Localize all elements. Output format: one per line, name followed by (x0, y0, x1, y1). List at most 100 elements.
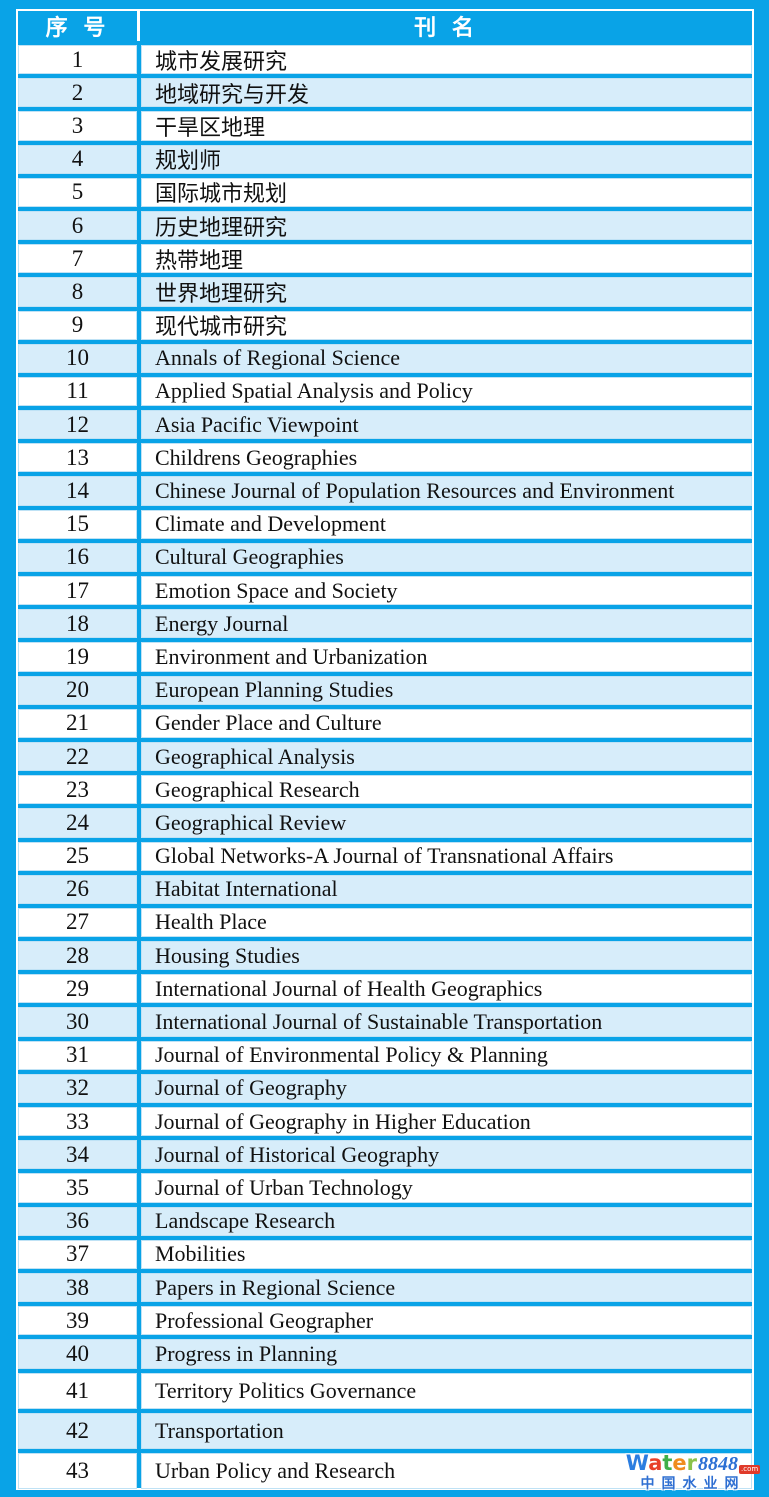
row-number: 26 (18, 874, 137, 904)
table-row: 28 Housing Studies (18, 941, 752, 971)
row-number: 34 (18, 1140, 137, 1170)
row-number: 18 (18, 609, 137, 639)
table-row: 33 Journal of Geography in Higher Educat… (18, 1107, 752, 1137)
table-row: 43 Urban Policy and Research (18, 1452, 752, 1489)
table-row: 31 Journal of Environmental Policy & Pla… (18, 1040, 752, 1070)
journal-name: 地域研究与开发 (141, 78, 752, 108)
journal-name: European Planning Studies (141, 675, 752, 705)
watermark-letter: r (686, 1451, 698, 1475)
table-row: 20 European Planning Studies (18, 675, 752, 705)
table-row: 24 Geographical Review (18, 808, 752, 838)
journal-name: Housing Studies (141, 941, 752, 971)
table-row: 4 规划师 (18, 144, 752, 174)
journal-name: Journal of Urban Technology (141, 1173, 752, 1203)
row-number: 17 (18, 576, 137, 606)
row-number: 30 (18, 1007, 137, 1037)
journal-name: Mobilities (141, 1239, 752, 1269)
table-row: 12 Asia Pacific Viewpoint (18, 410, 752, 440)
table-row: 32 Journal of Geography (18, 1073, 752, 1103)
journal-name: Transportation (141, 1412, 752, 1449)
watermark-letter: W (625, 1451, 649, 1475)
row-number: 9 (18, 310, 137, 340)
row-number: 23 (18, 775, 137, 805)
journal-name: Habitat International (141, 874, 752, 904)
row-number: 31 (18, 1040, 137, 1070)
table-row: 18 Energy Journal (18, 609, 752, 639)
journal-name: Cultural Geographies (141, 542, 752, 572)
journal-name: Urban Policy and Research (141, 1452, 752, 1489)
row-number: 42 (18, 1412, 137, 1449)
row-number: 36 (18, 1206, 137, 1236)
table-row: 7 热带地理 (18, 244, 752, 274)
table-row: 37 Mobilities (18, 1239, 752, 1269)
table-row: 5 国际城市规划 (18, 177, 752, 207)
row-number: 25 (18, 841, 137, 871)
table-row: 23 Geographical Research (18, 775, 752, 805)
table-row: 41 Territory Politics Governance (18, 1372, 752, 1409)
watermark-letter: e (672, 1451, 687, 1475)
table-row: 16 Cultural Geographies (18, 542, 752, 572)
row-number: 22 (18, 741, 137, 772)
row-number: 19 (18, 642, 137, 672)
table-row: 9 现代城市研究 (18, 310, 752, 340)
journal-name: Health Place (141, 907, 752, 938)
table-row: 15 Climate and Development (18, 509, 752, 539)
journal-name: Energy Journal (141, 609, 752, 639)
journal-name: Journal of Historical Geography (141, 1140, 752, 1170)
row-number: 16 (18, 542, 137, 572)
row-number: 20 (18, 675, 137, 705)
journal-name: Landscape Research (141, 1206, 752, 1236)
journal-name: Geographical Review (141, 808, 752, 838)
row-number: 29 (18, 974, 137, 1004)
journal-name: Journal of Environmental Policy & Planni… (141, 1040, 752, 1070)
table-row: 36 Landscape Research (18, 1206, 752, 1236)
watermark-dotcom-badge: .com (739, 1465, 761, 1474)
journal-name: Territory Politics Governance (141, 1372, 752, 1409)
journal-name: International Journal of Health Geograph… (141, 974, 752, 1004)
journal-name: 世界地理研究 (141, 277, 752, 307)
row-number: 35 (18, 1173, 137, 1203)
row-number: 40 (18, 1339, 137, 1369)
table-row: 38 Papers in Regional Science (18, 1272, 752, 1303)
journal-name: Journal of Geography (141, 1073, 752, 1103)
journal-name: Environment and Urbanization (141, 642, 752, 672)
table-row: 34 Journal of Historical Geography (18, 1140, 752, 1170)
watermark-word: Water (626, 1453, 697, 1474)
table-row: 25 Global Networks-A Journal of Transnat… (18, 841, 752, 871)
journal-name: Annals of Regional Science (141, 343, 752, 373)
row-number: 14 (18, 476, 137, 506)
journal-name: Applied Spatial Analysis and Policy (141, 376, 752, 407)
header-cell-number: 序 号 (18, 11, 140, 41)
journal-name: 热带地理 (141, 244, 752, 274)
table-row: 14 Chinese Journal of Population Resourc… (18, 476, 752, 506)
journal-name: Journal of Geography in Higher Education (141, 1107, 752, 1137)
row-number: 5 (18, 177, 137, 207)
table-row: 27 Health Place (18, 907, 752, 938)
row-number: 10 (18, 343, 137, 373)
row-number: 32 (18, 1073, 137, 1103)
row-number: 12 (18, 410, 137, 440)
row-number: 11 (18, 376, 137, 407)
table-row: 42 Transportation (18, 1412, 752, 1449)
row-number: 4 (18, 144, 137, 174)
row-number: 3 (18, 111, 137, 141)
row-number: 38 (18, 1272, 137, 1303)
row-number: 43 (18, 1452, 137, 1489)
table-row: 22 Geographical Analysis (18, 741, 752, 772)
journal-table: 序 号 刊 名 1 城市发展研究 2 地域研究与开发 3 干旱区地理 4 规划师… (16, 9, 754, 1490)
row-number: 41 (18, 1372, 137, 1409)
journal-name: Chinese Journal of Population Resources … (141, 476, 752, 506)
table-row: 6 历史地理研究 (18, 210, 752, 241)
row-number: 1 (18, 45, 137, 75)
journal-name: Emotion Space and Society (141, 576, 752, 606)
table-row: 39 Professional Geographer (18, 1306, 752, 1336)
row-number: 21 (18, 708, 137, 738)
table-row: 13 Childrens Geographies (18, 443, 752, 473)
row-number: 24 (18, 808, 137, 838)
table-row: 8 世界地理研究 (18, 277, 752, 307)
table-row: 40 Progress in Planning (18, 1339, 752, 1369)
watermark-letter: a (648, 1451, 663, 1475)
row-number: 15 (18, 509, 137, 539)
row-number: 27 (18, 907, 137, 938)
journal-name: 现代城市研究 (141, 310, 752, 340)
